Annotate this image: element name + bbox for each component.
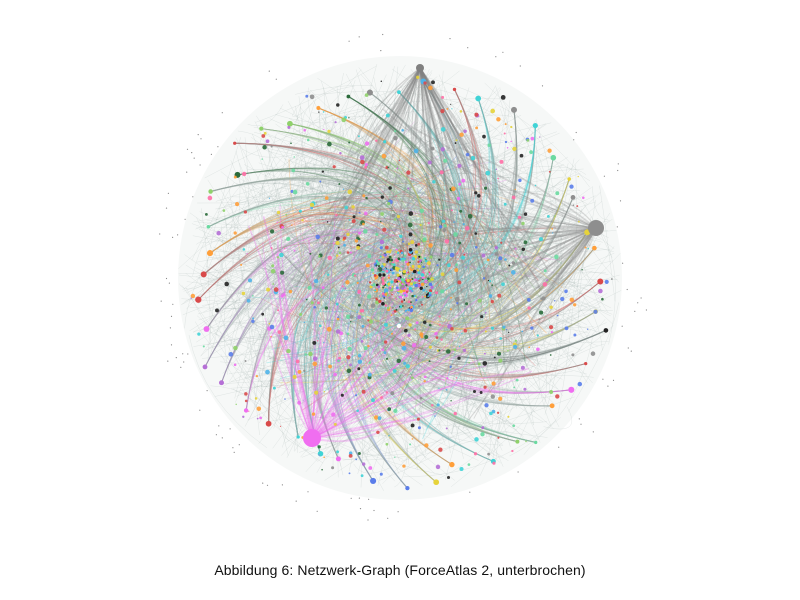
figure-caption: Abbildung 6: Netzwerk-Graph (ForceAtlas … — [214, 562, 586, 578]
graph-hub-nodes — [303, 64, 604, 447]
network-graph-figure — [159, 33, 648, 521]
network-graph — [159, 33, 648, 521]
layout-spinner-icon — [392, 319, 406, 333]
graph-nodes — [159, 33, 648, 521]
